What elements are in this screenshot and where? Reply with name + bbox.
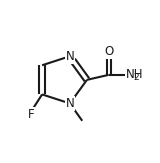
Text: 2: 2 (134, 73, 140, 82)
Text: F: F (28, 108, 34, 121)
Text: NH: NH (125, 68, 143, 81)
Text: N: N (65, 97, 74, 110)
Text: N: N (65, 50, 74, 63)
Text: O: O (104, 45, 113, 58)
